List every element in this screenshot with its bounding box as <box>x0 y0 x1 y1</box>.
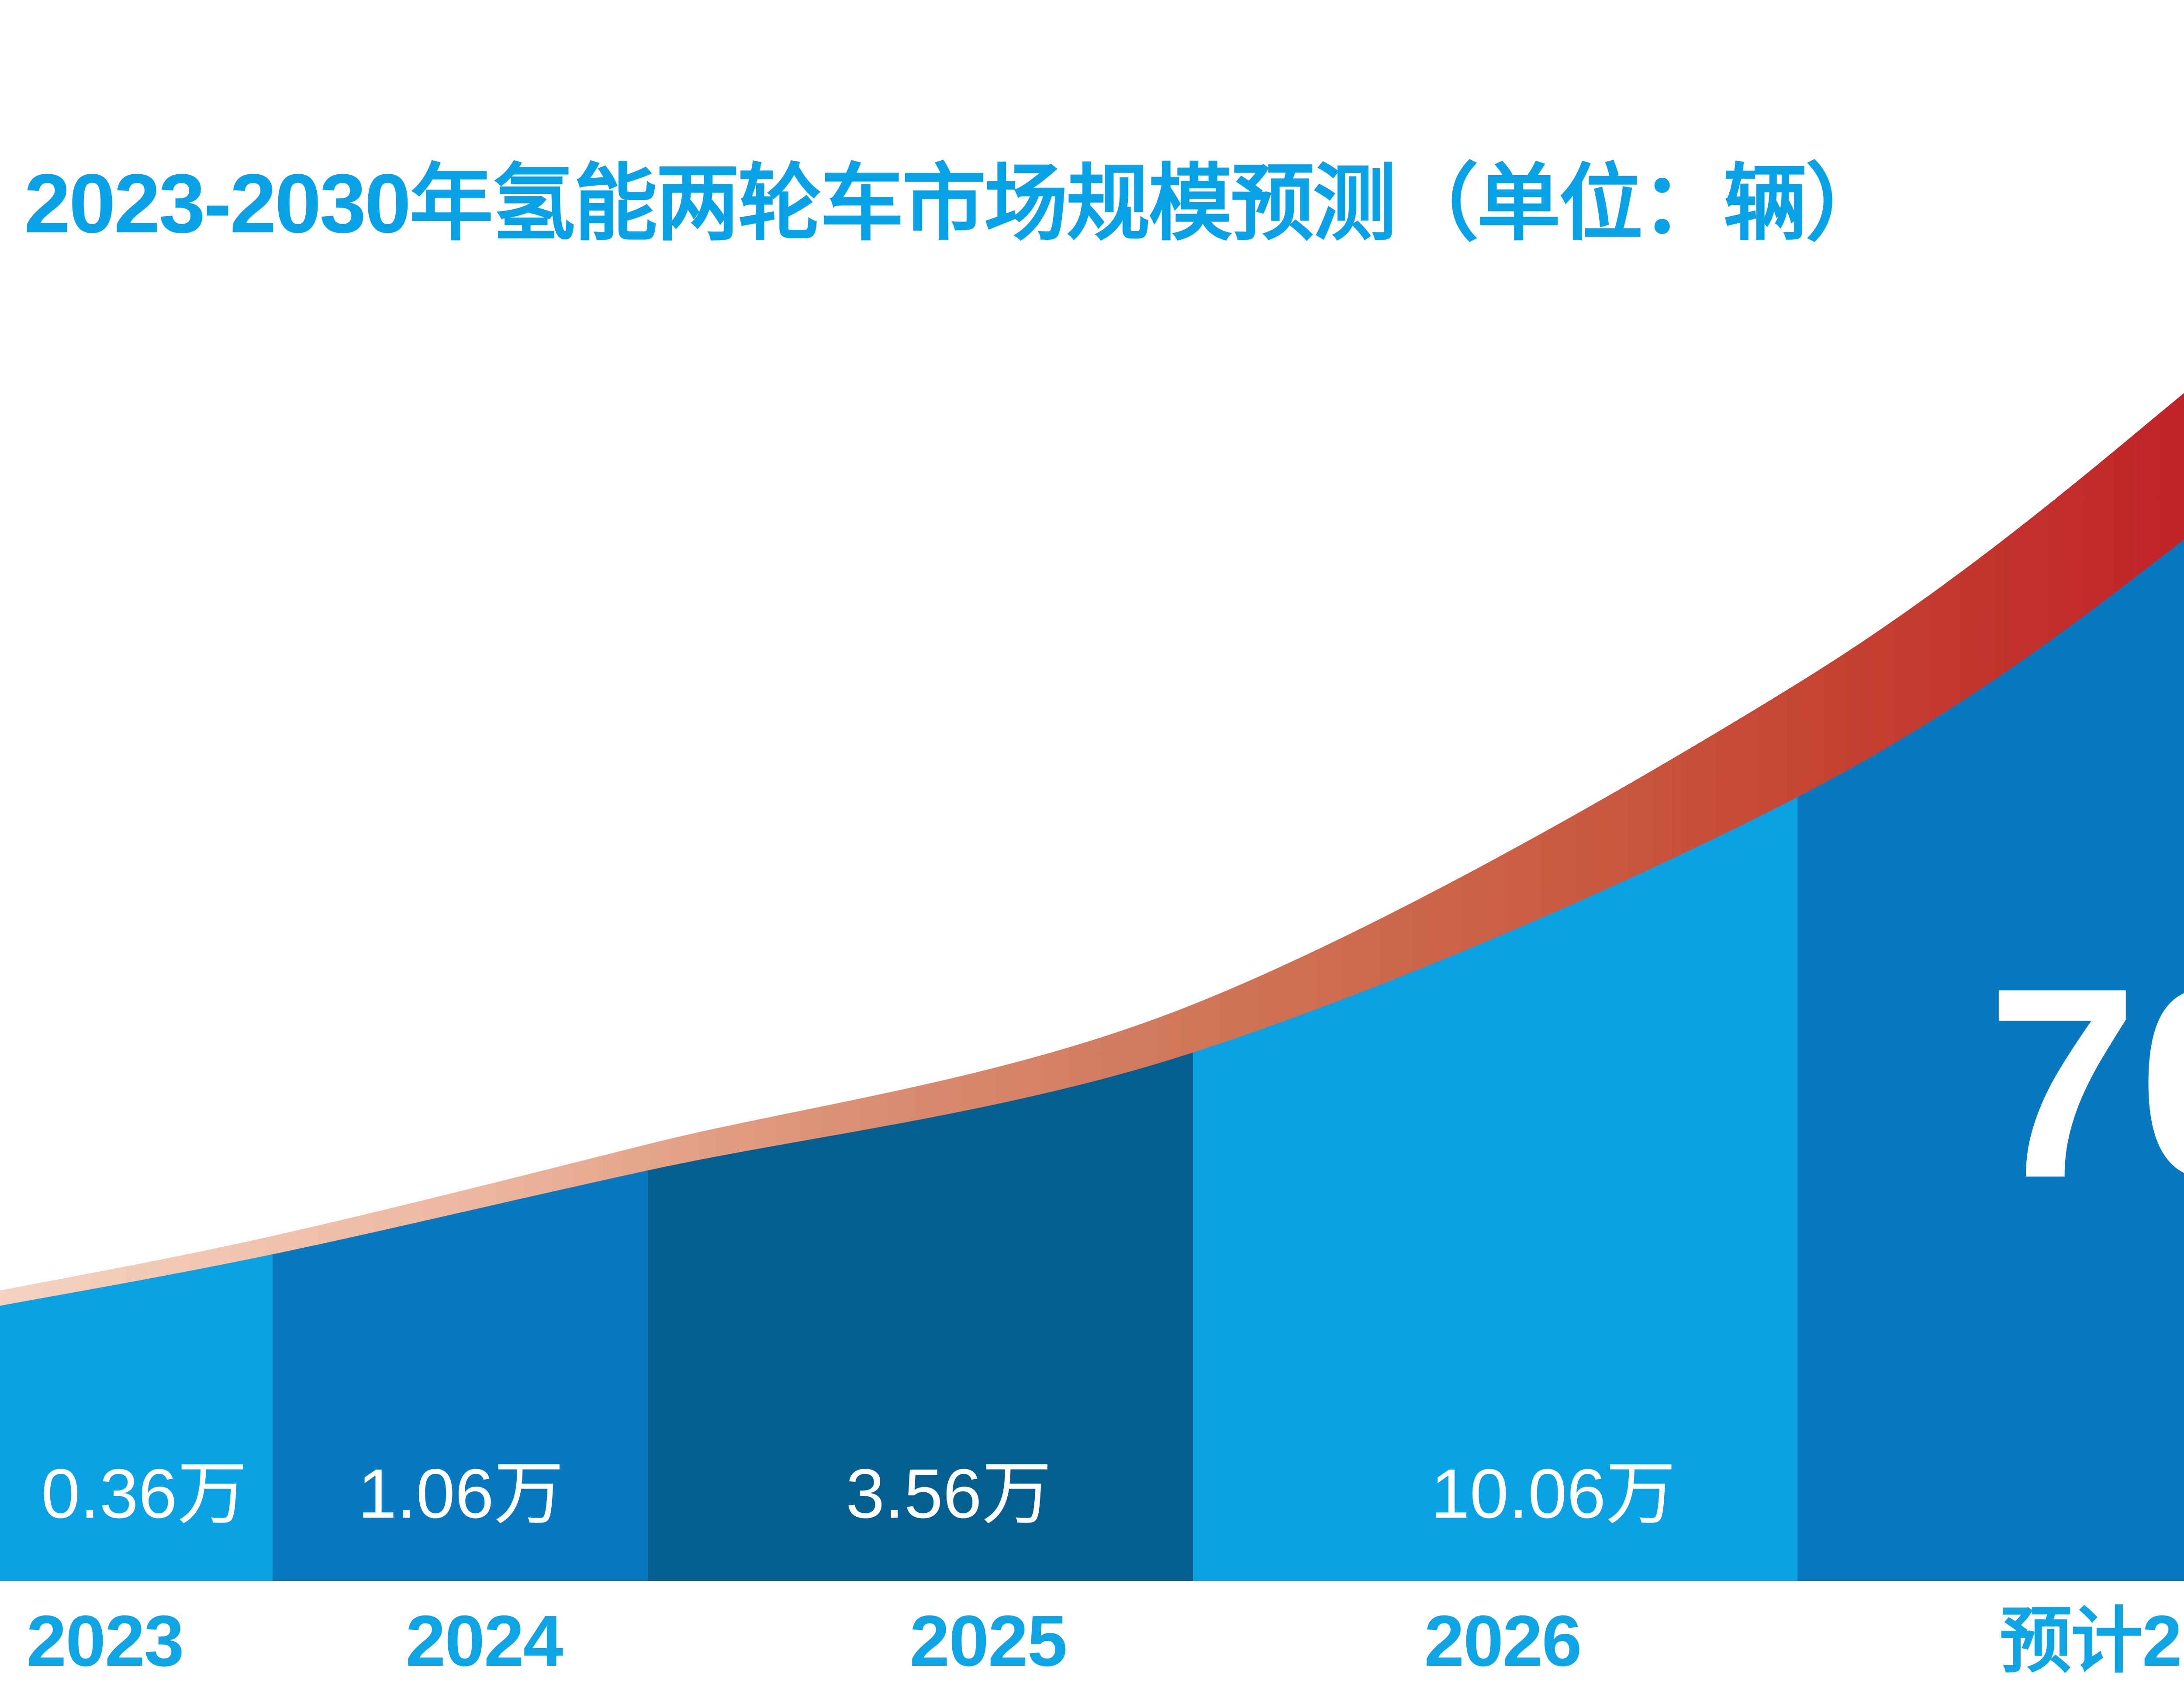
bar-2023 <box>0 1252 273 1581</box>
bar-预计2030年增长 <box>1797 537 2184 1581</box>
bar-2026 <box>1193 794 1797 1581</box>
bar-2024 <box>273 1168 648 1581</box>
bar-2025 <box>648 1050 1193 1581</box>
bars-group <box>0 537 2184 1581</box>
